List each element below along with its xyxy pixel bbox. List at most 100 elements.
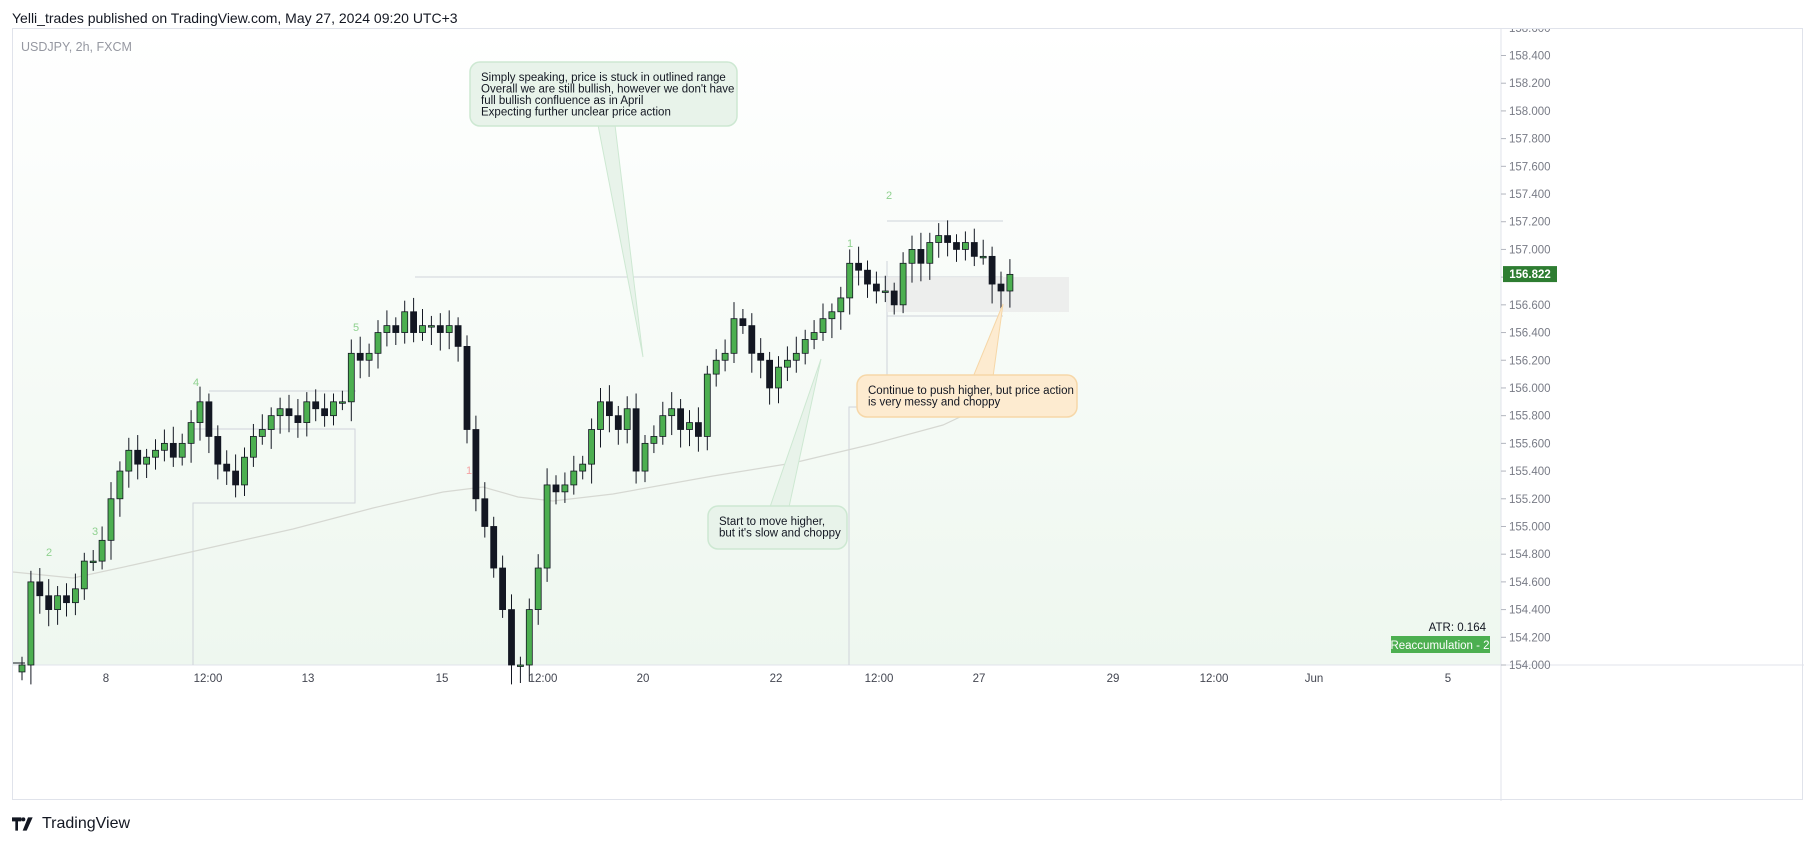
candle-body — [1006, 273, 1014, 292]
candle-body — [606, 401, 613, 417]
y-tick-label: 155.000 — [1509, 521, 1551, 533]
range-line — [192, 428, 356, 665]
y-tick-label: 154.600 — [1509, 577, 1551, 589]
candle-body — [347, 352, 355, 403]
candle-body — [249, 436, 257, 458]
candle-body — [303, 401, 311, 423]
candle-body — [677, 408, 684, 430]
y-tick-label: 158.000 — [1509, 106, 1551, 118]
footer-brand: TradingView — [42, 815, 131, 832]
x-tick-label: 5 — [1445, 673, 1451, 685]
candle-body — [410, 311, 418, 333]
chart-frame[interactable]: 154.000 154.200 154.400 154.600 154.800 155.0… — [12, 28, 1804, 801]
y-tick-label: 155.200 — [1509, 494, 1551, 506]
candle-body — [561, 484, 569, 493]
y-tick-label: 158.200 — [1509, 78, 1551, 90]
candle-body — [570, 470, 578, 486]
candle-body — [294, 415, 302, 423]
candle-body — [579, 463, 587, 472]
candle-body — [828, 311, 836, 320]
atr-label: ATR: 0.164 — [1429, 622, 1487, 634]
candle-body — [499, 567, 507, 610]
reaccumulation-badge — [1391, 636, 1490, 653]
candle-body — [650, 436, 658, 444]
y-tick-label: 154.400 — [1509, 605, 1551, 617]
candle-body — [962, 242, 969, 250]
candle-body — [632, 408, 640, 472]
candle-body — [855, 262, 862, 271]
publish-info: Yelli_trades published on TradingView.co… — [12, 10, 458, 26]
candle-body — [285, 408, 293, 417]
candle-body — [659, 415, 667, 437]
candle-body — [454, 325, 462, 347]
x-tick-label: 27 — [973, 673, 986, 685]
candle-body — [623, 408, 631, 430]
candle-body — [748, 325, 756, 354]
candle-body — [472, 429, 480, 500]
candle-body — [597, 401, 604, 430]
candle-body — [80, 560, 88, 590]
candle-body — [365, 352, 373, 361]
candle-body — [196, 401, 204, 423]
annotation-slow[interactable] — [707, 505, 848, 550]
wave-label: 1 — [847, 238, 853, 250]
candle-body — [338, 401, 346, 404]
annotation-range[interactable] — [469, 61, 738, 127]
candle-body — [330, 401, 337, 417]
candle-body — [232, 470, 240, 486]
candle-body — [819, 318, 827, 333]
x-tick-label: Jun — [1305, 673, 1324, 685]
y-tick-label: 156.200 — [1509, 355, 1551, 367]
candle-body — [187, 422, 195, 444]
y-tick-label: 155.600 — [1509, 438, 1551, 450]
candle-body — [810, 332, 818, 340]
candle-body — [712, 359, 720, 375]
candle-body — [721, 352, 729, 361]
candle-body — [401, 311, 409, 333]
candle-body — [169, 442, 177, 458]
candle-body — [757, 352, 765, 361]
candle-body — [908, 249, 916, 264]
x-tick-label: 12:00 — [529, 673, 558, 685]
candle-body — [899, 262, 907, 306]
candle-body — [917, 249, 925, 264]
y-tick-label: 157.400 — [1509, 189, 1551, 201]
candle-body — [54, 595, 61, 610]
price-chart[interactable]: 154.000 154.200 154.400 154.600 154.800 155.0… — [13, 29, 1804, 801]
x-tick-label: 12:00 — [1200, 673, 1229, 685]
candle-body — [436, 325, 444, 333]
candle-body — [258, 429, 266, 437]
candle-body — [846, 262, 854, 299]
annotation-range-line: Overall we are still bullish, however we… — [481, 84, 734, 96]
x-tick-label: 22 — [770, 673, 783, 685]
candle-body — [703, 373, 711, 437]
candle-body — [356, 352, 364, 361]
candle-body — [107, 498, 115, 541]
annotation-choppy-line: is very messy and choppy — [868, 397, 1001, 409]
annotation-range-line: Simply speaking, price is stuck in outli… — [481, 72, 726, 84]
candle-body — [668, 408, 676, 417]
x-tick-label: 8 — [103, 673, 109, 685]
last-price-badge — [1503, 266, 1557, 283]
candle-body — [89, 560, 97, 564]
candle-body — [801, 339, 809, 354]
candle-body — [988, 255, 996, 285]
wave-label: 1 — [466, 465, 472, 477]
x-tick-label: 12:00 — [865, 673, 894, 685]
candle-body — [935, 235, 943, 243]
candle-body — [312, 401, 320, 410]
annotation-choppy[interactable] — [856, 374, 1078, 418]
candle-body — [525, 609, 533, 666]
candle-body — [116, 470, 124, 500]
wave-label: 3 — [92, 526, 98, 538]
y-tick-label: 157.600 — [1509, 161, 1551, 173]
candle-body — [321, 408, 329, 417]
y-tick-label: 155.800 — [1509, 411, 1551, 423]
candle-body — [383, 325, 391, 333]
footer: TradingView — [12, 815, 130, 833]
wave-label: 2 — [886, 190, 892, 202]
candle-body — [223, 463, 231, 472]
annotation-slow-line: but it's slow and choppy — [719, 528, 841, 540]
x-tick-label: 20 — [637, 673, 650, 685]
candle-body — [63, 595, 70, 604]
